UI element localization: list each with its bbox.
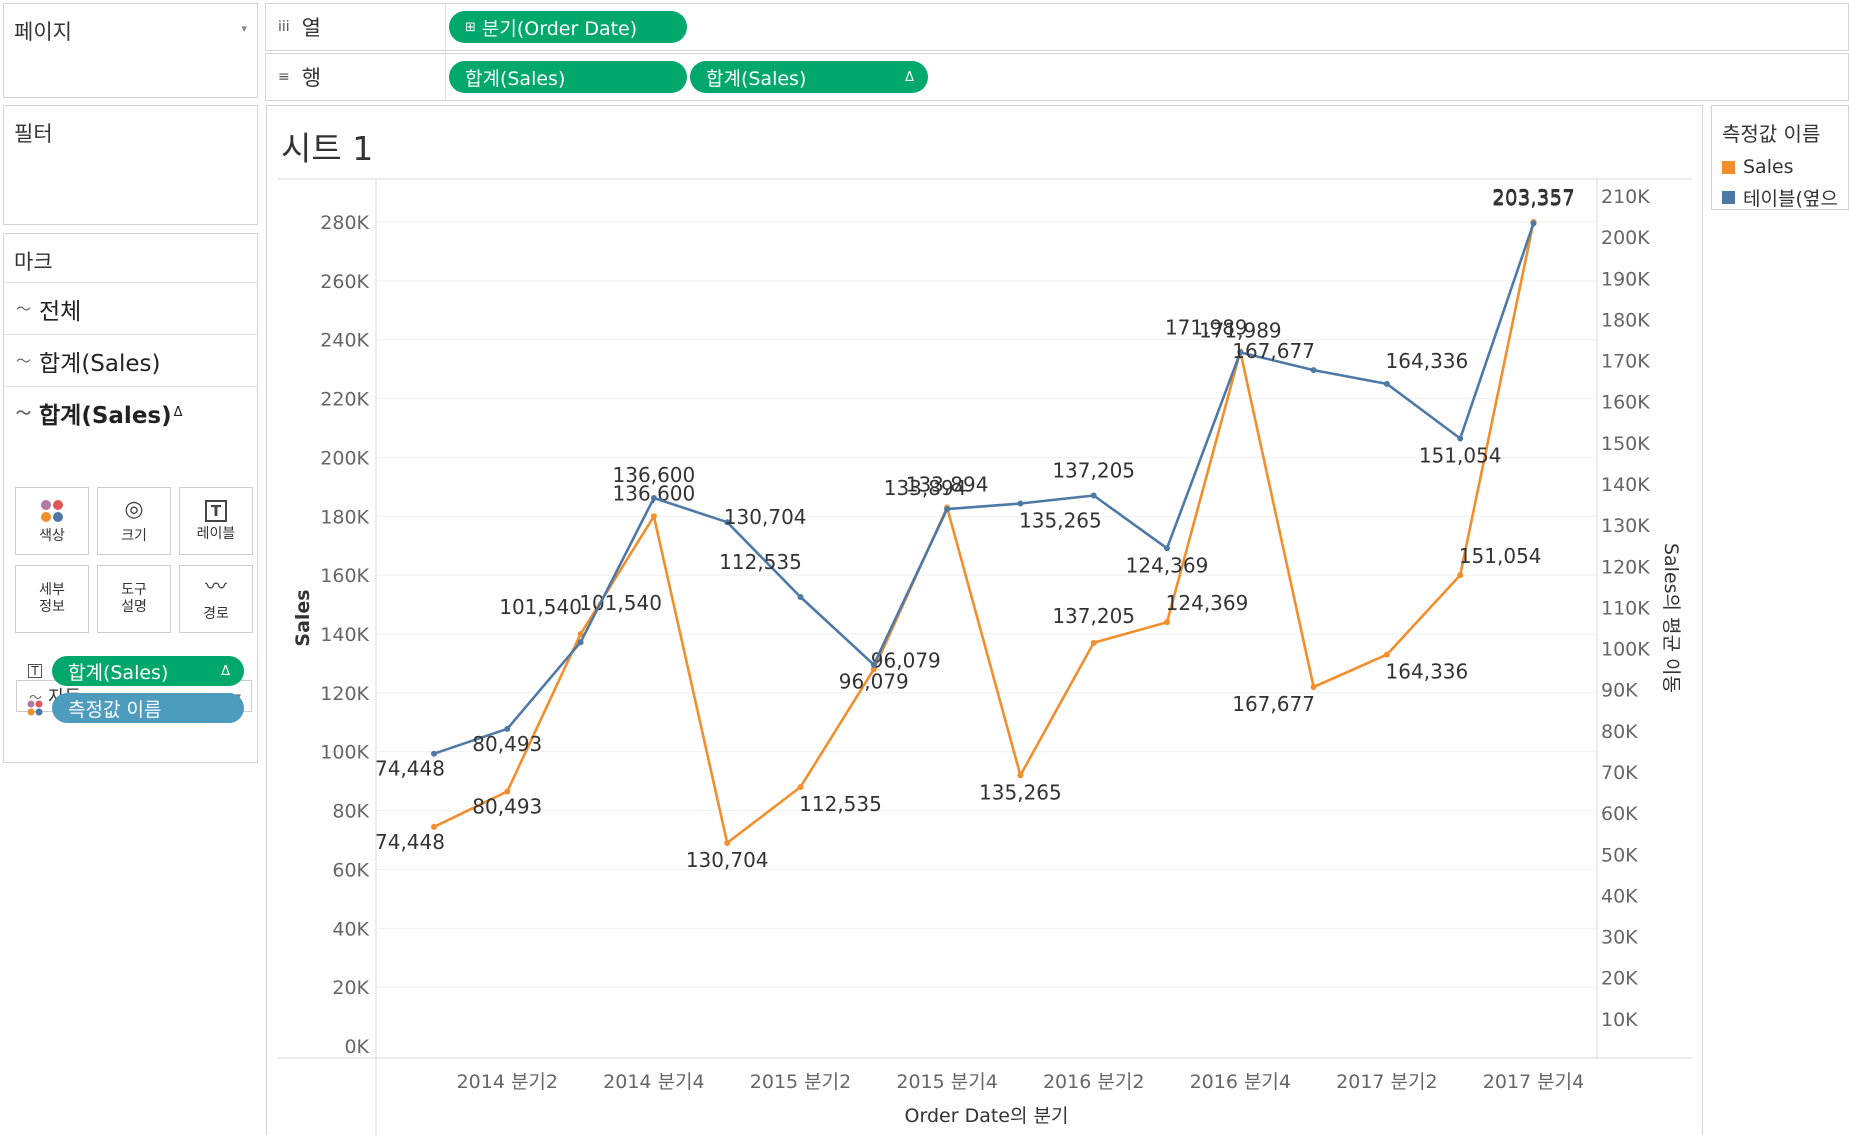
legend: 측정값 이름 Sales 테이블(옆으 [1711, 105, 1849, 210]
rows-pill-sales-1[interactable]: 합계(Sales) [449, 61, 687, 93]
rows-icon: ≡ [278, 69, 290, 85]
columns-icon: iii [278, 19, 290, 35]
columns-pill-order-date[interactable]: ⊞ 분기(Order Date) [449, 11, 687, 43]
marks-section-sales-1[interactable]: 〜 합계(Sales) [4, 334, 258, 386]
color-icon [27, 700, 43, 716]
rows-shelf[interactable]: ≡ 행 합계(Sales) 합계(Sales) Δ [265, 53, 1849, 101]
button-label: 도구 설명 [121, 582, 147, 615]
color-icon [41, 499, 63, 522]
legend-item-sales[interactable]: Sales [1722, 156, 1794, 178]
section-label: 합계(Sales) [39, 350, 161, 377]
rows-label: 행 [301, 66, 322, 90]
columns-shelf[interactable]: iii 열 ⊞ 분기(Order Date) [265, 3, 1849, 51]
delta-icon: Δ [221, 663, 230, 679]
plus-box-icon: ⊞ [465, 19, 476, 35]
legend-swatch [1722, 160, 1735, 174]
path-button[interactable]: 〰 경로 [179, 565, 253, 633]
filters-title: 필터 [14, 122, 53, 146]
detail-button[interactable]: 세부 정보 [15, 565, 89, 633]
pages-title: 페이지 [14, 20, 72, 44]
pill-label: 합계(Sales) [706, 67, 807, 90]
label-icon: T [205, 499, 227, 522]
pill-label: 합계(Sales) [68, 661, 169, 684]
legend-label: 테이블(옆으 [1743, 188, 1838, 210]
size-icon: ◎ [124, 497, 144, 523]
color-button[interactable]: 색상 [15, 487, 89, 555]
button-label: 세부 정보 [39, 582, 65, 615]
pill-label: 측정값 이름 [68, 698, 162, 721]
pill-label: 분기(Order Date) [481, 17, 638, 40]
line-mark-icon: 〜 [16, 352, 32, 370]
legend-title: 측정값 이름 [1722, 122, 1821, 146]
size-button[interactable]: ◎ 크기 [97, 487, 171, 555]
button-label: 레이블 [196, 525, 236, 542]
label-button[interactable]: T 레이블 [179, 487, 253, 555]
label-icon: T [28, 664, 42, 678]
tooltip-button[interactable]: 도구 설명 [97, 565, 171, 633]
button-label: 색상 [39, 527, 65, 544]
marks-section-sales-2[interactable]: 〜 합계(Sales) Δ [4, 386, 258, 438]
delta-icon: Δ [905, 69, 914, 85]
button-label: 크기 [121, 527, 147, 544]
section-label: 전체 [39, 298, 82, 325]
chevron-down-icon[interactable]: ▾ [241, 22, 247, 35]
marks-pill-measure-names[interactable]: 측정값 이름 [52, 693, 244, 723]
sheet-panel: 시트 1 [266, 105, 1703, 1135]
section-label: 합계(Sales) [39, 402, 172, 429]
pages-panel: 페이지 ▾ [3, 3, 258, 98]
marks-title: 마크 [14, 250, 53, 274]
filters-panel: 필터 [3, 105, 258, 225]
legend-item-table-calc[interactable]: 테이블(옆으 [1722, 184, 1838, 210]
sheet-title: 시트 1 [281, 129, 374, 168]
marks-section-all[interactable]: 〜 전체 [4, 282, 258, 334]
line-mark-icon: 〜 [16, 300, 32, 318]
line-mark-icon: 〜 [16, 404, 32, 422]
button-label: 경로 [203, 605, 229, 622]
marks-panel: 마크 〜 전체 〜 합계(Sales) 〜 합계(Sales) Δ 〜 자동 ▾… [3, 233, 258, 763]
pill-label: 합계(Sales) [465, 67, 566, 90]
rows-pill-sales-2[interactable]: 합계(Sales) Δ [690, 61, 928, 93]
marks-pill-sales[interactable]: 합계(Sales) Δ [52, 656, 244, 686]
delta-icon: Δ [173, 405, 183, 420]
path-icon: 〰 [204, 575, 227, 601]
legend-swatch [1722, 191, 1735, 204]
legend-label: Sales [1743, 156, 1794, 178]
columns-label: 열 [301, 16, 321, 40]
